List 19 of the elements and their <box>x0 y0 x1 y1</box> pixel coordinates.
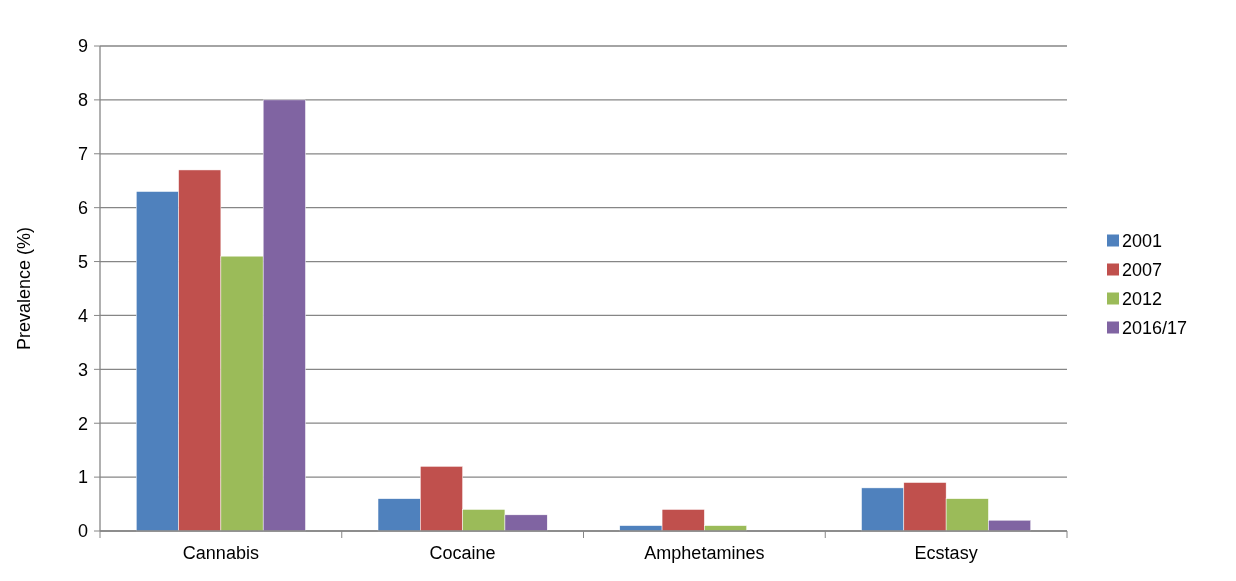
legend-label: 2001 <box>1122 230 1163 251</box>
y-tick-label: 7 <box>77 144 88 165</box>
y-axis-title: Prevalence (%) <box>14 226 34 351</box>
y-tick-label: 5 <box>77 251 88 272</box>
y-tick-label: 0 <box>77 521 88 542</box>
y-tick-label: 2 <box>77 413 88 434</box>
legend-label: 2007 <box>1122 259 1163 280</box>
x-tick-label: Ecstasy <box>914 543 978 563</box>
legend-label: 2012 <box>1122 288 1163 309</box>
y-tick-label: 8 <box>77 90 88 111</box>
y-tick-label: 6 <box>77 197 88 218</box>
x-tick-label: Amphetamines <box>644 543 765 563</box>
y-tick-label: 4 <box>77 305 88 326</box>
x-tick-label: Cocaine <box>429 543 496 563</box>
legend-label: 2016/17 <box>1122 317 1188 338</box>
y-tick-label: 9 <box>77 36 88 57</box>
y-tick-label: 1 <box>77 467 88 488</box>
y-tick-label: 3 <box>77 359 88 380</box>
x-tick-label: Cannabis <box>182 543 259 563</box>
